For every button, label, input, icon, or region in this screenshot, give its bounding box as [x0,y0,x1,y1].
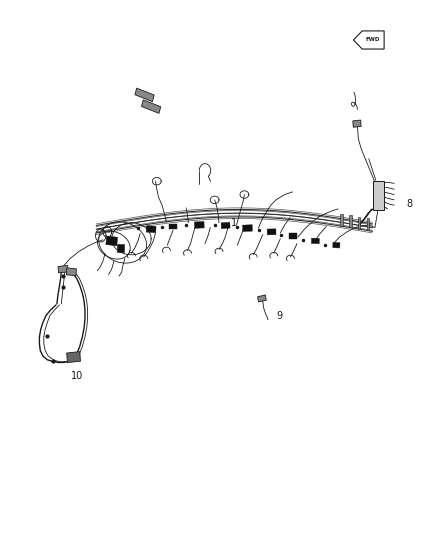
Bar [353,120,361,127]
Bar [367,219,369,230]
Bar [67,352,81,362]
Bar [340,214,343,225]
Bar [194,222,204,228]
Bar [358,217,360,229]
Bar [117,244,124,252]
Bar [135,88,154,102]
Text: FWD: FWD [366,37,380,43]
Bar [333,243,340,248]
Bar [243,225,252,231]
Polygon shape [353,31,384,49]
Bar [311,238,319,244]
Bar [146,225,156,233]
Bar [349,215,352,227]
Bar [58,265,68,273]
Bar [221,222,230,229]
Bar [141,100,161,114]
Bar [169,224,177,229]
Text: 9: 9 [276,311,283,320]
Bar [267,229,276,235]
Bar [373,181,385,210]
Bar [66,268,77,276]
Text: 1: 1 [231,218,237,228]
Text: 10: 10 [71,371,83,381]
Bar [289,233,297,239]
Text: 8: 8 [406,199,413,209]
Bar [258,295,266,302]
Bar [106,236,117,246]
